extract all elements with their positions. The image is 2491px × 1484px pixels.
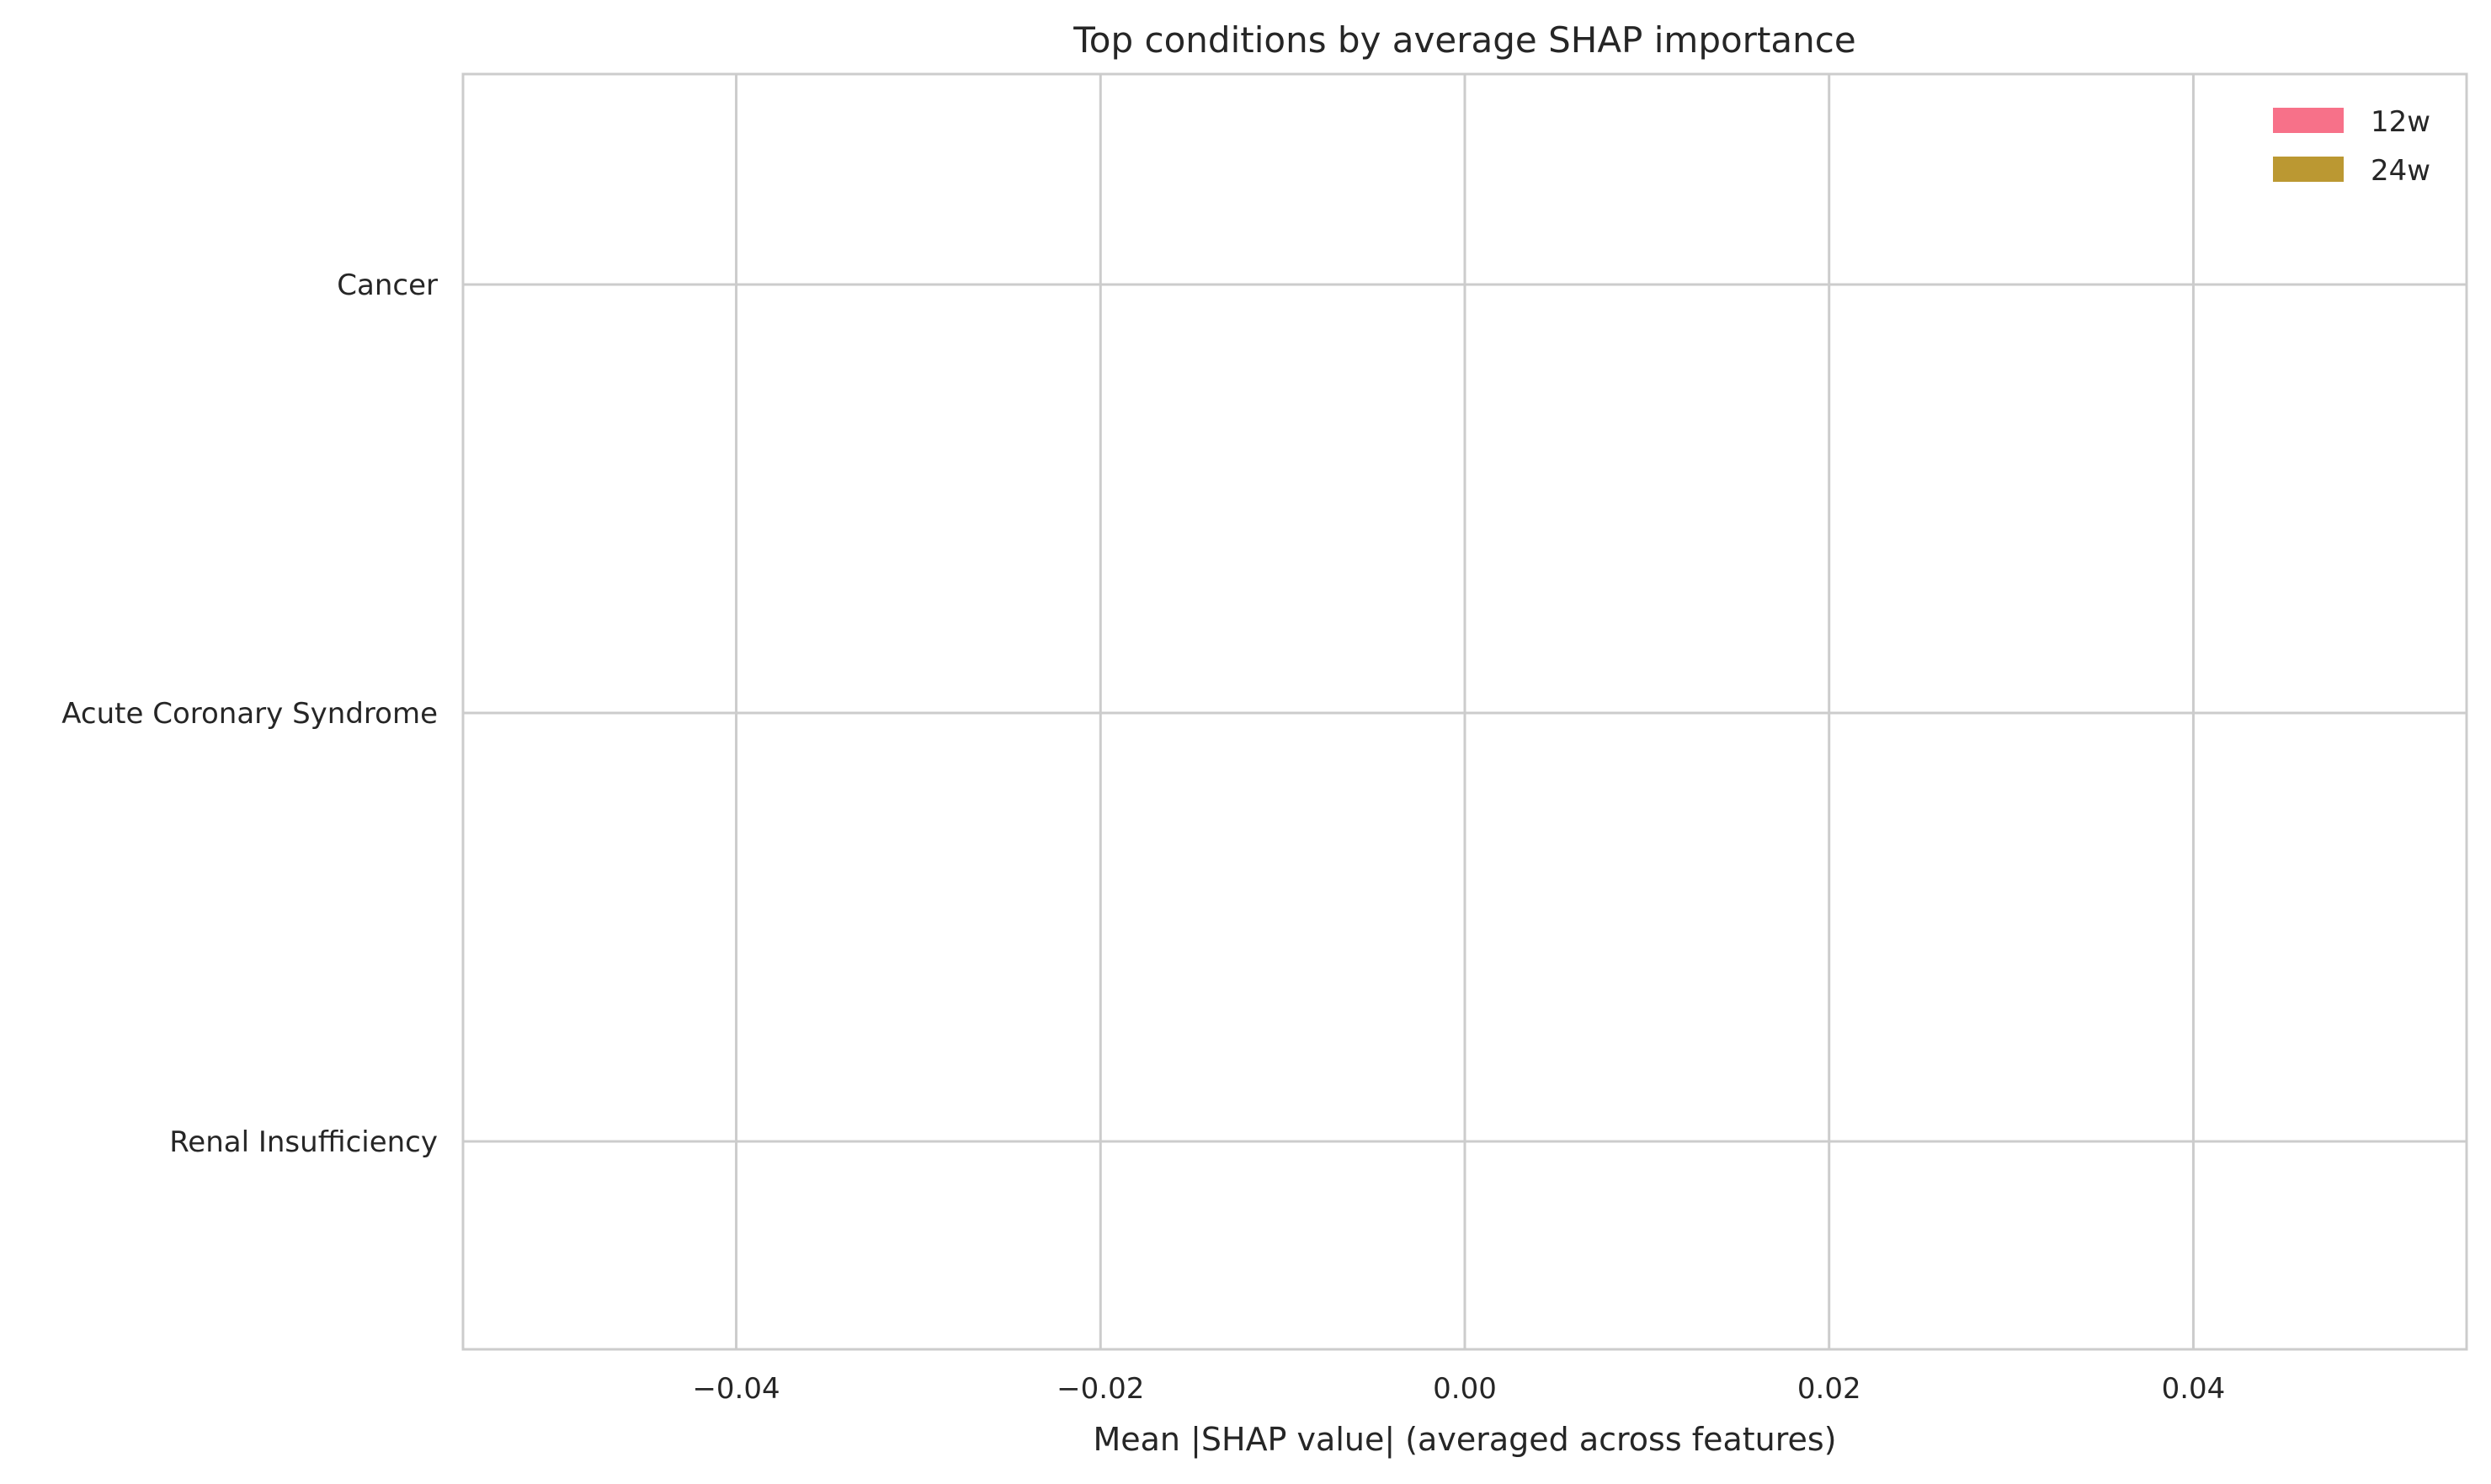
x-tick-label: 0.04 bbox=[2162, 1372, 2226, 1406]
x-axis-label: Mean |SHAP value| (averaged across featu… bbox=[1093, 1421, 1836, 1459]
y-tick-label: Cancer bbox=[337, 269, 438, 302]
grid-lines bbox=[463, 74, 2467, 1349]
x-tick-label: −0.02 bbox=[1057, 1372, 1144, 1406]
plot-frame bbox=[461, 72, 2468, 1351]
legend-label-24w: 24w bbox=[2371, 154, 2430, 188]
x-tick-label: 0.02 bbox=[1797, 1372, 1861, 1406]
legend-swatch-24w bbox=[2273, 157, 2344, 182]
y-tick-labels: Cancer Acute Coronary Syndrome Renal Insuf… bbox=[61, 269, 438, 1159]
y-tick-label: Acute Coronary Syndrome bbox=[61, 697, 438, 731]
legend-label-12w: 12w bbox=[2371, 105, 2430, 139]
y-tick-label: Renal Insufficiency bbox=[169, 1125, 438, 1159]
x-tick-label: 0.00 bbox=[1433, 1372, 1497, 1406]
chart-title: Top conditions by average SHAP importanc… bbox=[1073, 19, 1855, 61]
x-tick-labels: −0.04 −0.02 0.00 0.02 0.04 bbox=[692, 1372, 2225, 1406]
x-tick-label: −0.04 bbox=[692, 1372, 780, 1406]
legend-swatch-12w bbox=[2273, 108, 2344, 133]
